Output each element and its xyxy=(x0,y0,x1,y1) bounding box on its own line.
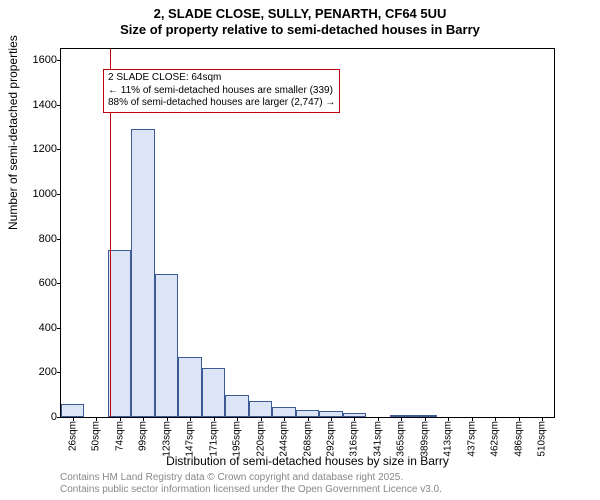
annotation-line-1: 2 SLADE CLOSE: 64sqm xyxy=(108,72,335,85)
title-line-1: 2, SLADE CLOSE, SULLY, PENARTH, CF64 5UU xyxy=(0,6,600,22)
annotation-box: 2 SLADE CLOSE: 64sqm← 11% of semi-detach… xyxy=(103,69,340,113)
x-tick-label: 268sqm xyxy=(302,421,313,457)
y-tick-mark xyxy=(57,60,61,61)
y-tick-mark xyxy=(57,149,61,150)
title-line-2: Size of property relative to semi-detach… xyxy=(0,22,600,38)
histogram-bar xyxy=(155,274,178,417)
x-tick-label: 341sqm xyxy=(372,421,383,457)
x-tick-label: 365sqm xyxy=(396,421,407,457)
x-tick-label: 99sqm xyxy=(138,421,149,451)
x-tick-label: 74sqm xyxy=(114,421,125,451)
histogram-bar xyxy=(131,129,154,417)
x-tick-label: 316sqm xyxy=(349,421,360,457)
x-tick-label: 26sqm xyxy=(67,421,78,451)
footnote-line-2: Contains public sector information licen… xyxy=(60,484,442,496)
y-tick-mark xyxy=(57,105,61,106)
annotation-line-2: ← 11% of semi-detached houses are smalle… xyxy=(108,85,335,98)
plot-area: 0200400600800100012001400160026sqm50sqm7… xyxy=(60,48,555,418)
y-axis-label: Number of semi-detached properties xyxy=(6,35,20,230)
histogram-bar xyxy=(272,407,295,417)
title-block: 2, SLADE CLOSE, SULLY, PENARTH, CF64 5UU… xyxy=(0,0,600,39)
x-tick-label: 437sqm xyxy=(466,421,477,457)
footnote: Contains HM Land Registry data © Crown c… xyxy=(60,472,442,496)
x-tick-label: 147sqm xyxy=(185,421,196,457)
histogram-bar xyxy=(178,357,201,417)
chart-container: 2, SLADE CLOSE, SULLY, PENARTH, CF64 5UU… xyxy=(0,0,600,500)
y-tick-mark xyxy=(57,239,61,240)
histogram-bar xyxy=(61,404,84,417)
y-tick-mark xyxy=(57,328,61,329)
x-tick-label: 244sqm xyxy=(279,421,290,457)
x-tick-label: 462sqm xyxy=(490,421,501,457)
x-tick-label: 220sqm xyxy=(255,421,266,457)
histogram-bar xyxy=(296,410,319,417)
y-tick-mark xyxy=(57,372,61,373)
x-tick-label: 292sqm xyxy=(325,421,336,457)
footnote-line-1: Contains HM Land Registry data © Crown c… xyxy=(60,472,442,484)
histogram-bar xyxy=(108,250,131,417)
y-tick-mark xyxy=(57,283,61,284)
histogram-bar xyxy=(202,368,225,417)
x-tick-label: 50sqm xyxy=(91,421,102,451)
x-tick-label: 413sqm xyxy=(443,421,454,457)
x-tick-label: 195sqm xyxy=(232,421,243,457)
histogram-bar xyxy=(225,395,248,417)
x-axis-label: Distribution of semi-detached houses by … xyxy=(60,454,555,468)
histogram-bar xyxy=(249,401,272,417)
x-tick-label: 486sqm xyxy=(513,421,524,457)
x-tick-label: 171sqm xyxy=(208,421,219,457)
x-tick-label: 123sqm xyxy=(161,421,172,457)
y-tick-mark xyxy=(57,194,61,195)
x-tick-label: 389sqm xyxy=(419,421,430,457)
annotation-line-3: 88% of semi-detached houses are larger (… xyxy=(108,97,335,110)
y-tick-mark xyxy=(57,417,61,418)
x-tick-label: 510sqm xyxy=(537,421,548,457)
